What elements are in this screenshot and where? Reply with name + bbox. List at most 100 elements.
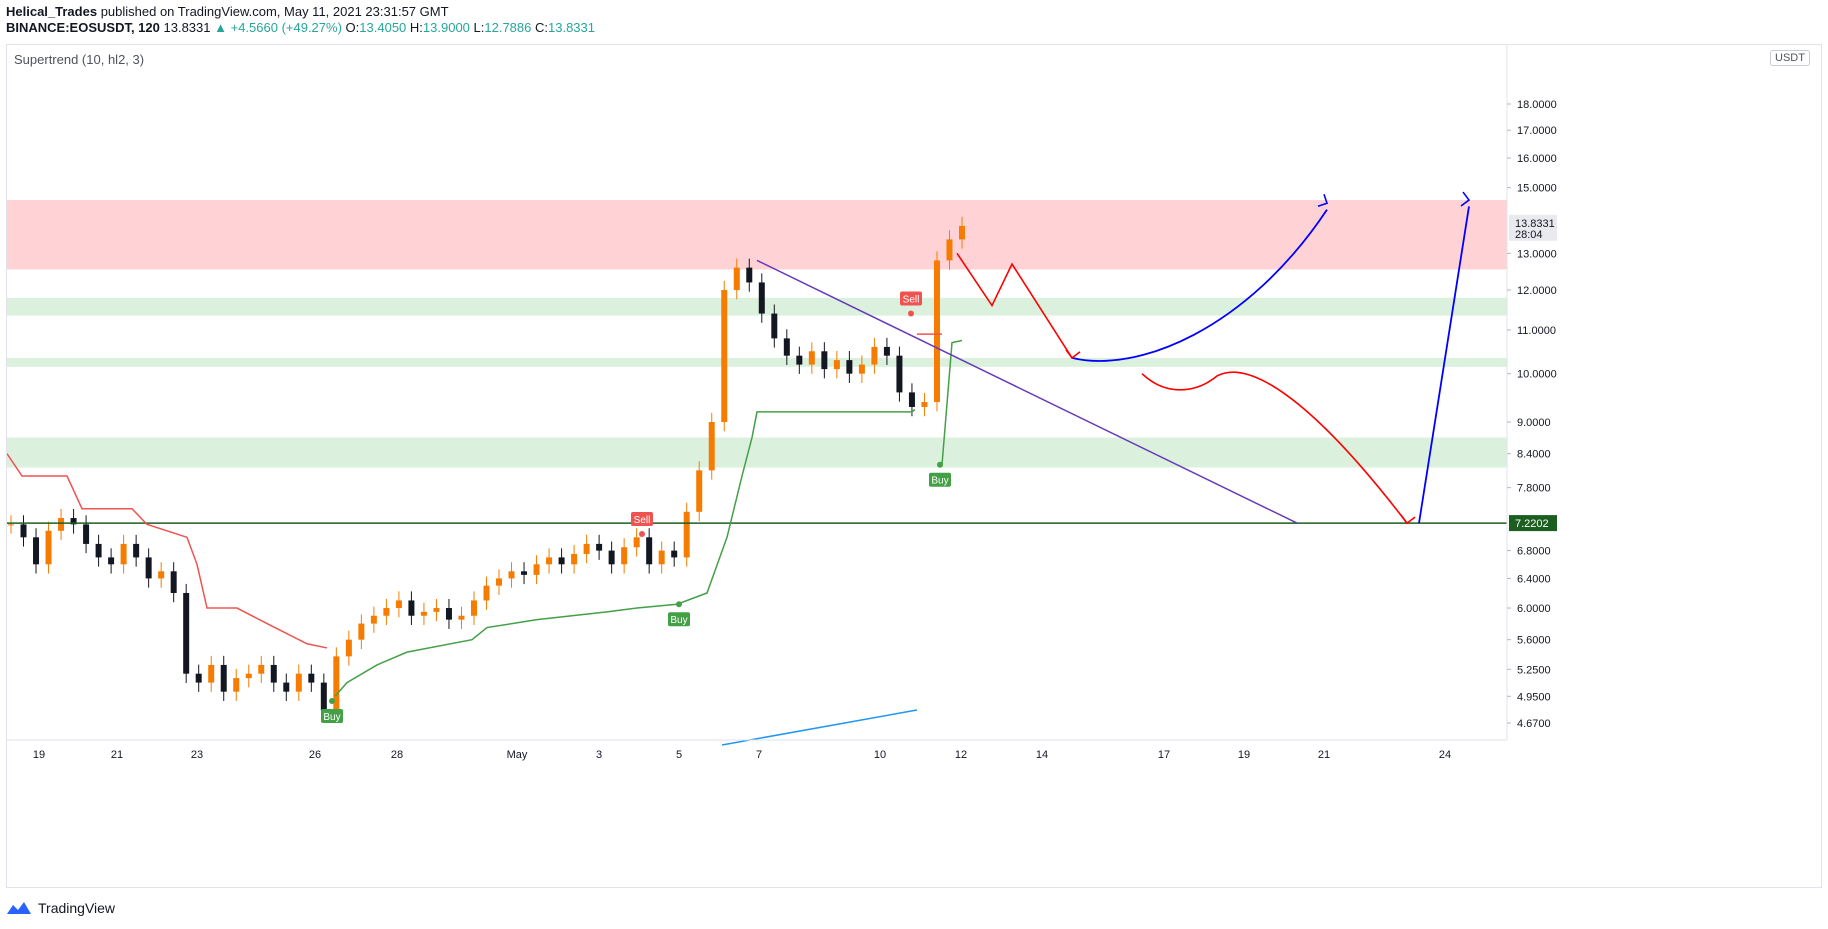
candle-body — [395, 600, 402, 609]
candle-body — [883, 346, 890, 356]
supertrend-up-line-2 — [941, 339, 963, 465]
high-value: 13.9000 — [422, 20, 470, 35]
last-price-tag-label: 13.8331 — [1515, 218, 1555, 230]
arrowhead-red-2 — [1400, 514, 1416, 525]
indicator-label[interactable]: Supertrend (10, hl2, 3) — [14, 52, 145, 67]
candle-body — [796, 355, 803, 365]
candle-body — [245, 673, 252, 679]
descending-trendline — [756, 259, 1298, 524]
candle-body — [308, 673, 315, 683]
candle-body — [145, 557, 152, 579]
y-tick-label: 18.0000 — [1517, 99, 1557, 111]
candle-body — [496, 578, 503, 586]
candle-body — [621, 547, 628, 565]
y-tick-label: 4.9500 — [1517, 691, 1551, 703]
x-tick-label: 7 — [756, 749, 762, 761]
candle-body — [433, 608, 440, 612]
y-tick-label: 15.0000 — [1517, 183, 1557, 195]
resistance-zone-0 — [7, 200, 1507, 270]
projection-red-path-2 — [1141, 371, 1408, 524]
projection-red-path-1 — [956, 252, 1073, 359]
candle-body — [746, 267, 753, 283]
low-value: 12.7886 — [484, 20, 532, 35]
signal-buy-label: Buy — [670, 615, 687, 626]
x-tick-label: 21 — [1318, 749, 1330, 761]
open-value: 13.4050 — [359, 20, 407, 35]
signal-sell-badge[interactable] — [631, 512, 653, 527]
candle-body — [733, 267, 740, 291]
candle-body — [833, 360, 840, 370]
y-tick-label: 4.6700 — [1517, 718, 1551, 730]
moving-average-line — [721, 709, 918, 746]
candle-body — [470, 600, 477, 616]
y-tick-label: 11.0000 — [1517, 325, 1556, 337]
candle-body — [233, 678, 240, 692]
candle-body — [708, 422, 715, 471]
y-tick-label: 10.0000 — [1517, 369, 1557, 381]
x-tick-label: 23 — [191, 749, 203, 761]
signal-sell-label: Sell — [903, 295, 920, 306]
signal-buy-badge[interactable] — [668, 612, 690, 627]
signal-buy-badge[interactable] — [929, 472, 951, 487]
y-tick-label: 6.4000 — [1517, 573, 1551, 585]
y-tick-label: 7.8000 — [1517, 483, 1551, 495]
open-label: O: — [345, 20, 360, 35]
candle-body — [821, 351, 828, 370]
candle-body — [758, 282, 765, 314]
candle-body — [633, 537, 640, 548]
y-tick-label: 6.8000 — [1517, 546, 1551, 558]
price-chart[interactable]: Sell Buy Sell Buy Buy 4.6700 4.9500 5.2500 5.600… — [7, 45, 1823, 889]
footer-brand-text: TradingView — [38, 900, 116, 916]
x-tick-label: 3 — [596, 749, 602, 761]
candle-body — [583, 543, 590, 554]
candle-body — [933, 260, 940, 403]
signal-dot — [676, 601, 682, 608]
candle-body — [320, 682, 327, 711]
candle-body — [771, 313, 778, 339]
candle-body — [596, 543, 603, 551]
candle-body — [258, 664, 265, 674]
x-tick-label: 10 — [874, 749, 886, 761]
footer-brand[interactable]: TradingView — [6, 900, 115, 916]
candle-body — [183, 592, 190, 674]
candle-body — [646, 537, 653, 565]
x-tick-label: 26 — [309, 749, 321, 761]
candle-body — [946, 239, 953, 261]
support-zone-1 — [7, 297, 1507, 316]
candle-body — [458, 615, 465, 620]
candle-body — [420, 611, 427, 616]
low-label: L: — [473, 20, 485, 35]
x-tick-label: 24 — [1439, 749, 1451, 761]
candle-body — [383, 608, 390, 616]
chart-area[interactable]: Sell Buy Sell Buy Buy 4.6700 4.9500 5.2500 5.600… — [6, 44, 1822, 888]
candle-body — [120, 543, 127, 565]
candle-body — [70, 518, 77, 525]
y-tick-label: 5.2500 — [1517, 664, 1551, 676]
y-tick-label: 5.6000 — [1517, 635, 1551, 647]
candle-body — [345, 639, 352, 657]
candle-body — [33, 537, 40, 565]
support-zone-3 — [7, 437, 1507, 468]
y-tick-label: 6.0000 — [1517, 603, 1551, 615]
candle-body — [521, 571, 528, 575]
x-tick-label: 17 — [1158, 749, 1170, 761]
candle-body — [158, 571, 165, 579]
candle-body — [858, 364, 865, 374]
candle-body — [170, 571, 177, 593]
high-label: H: — [409, 20, 423, 35]
x-tick-label: 14 — [1036, 749, 1048, 761]
countdown-label: 28:04 — [1515, 229, 1543, 241]
candle-body — [83, 524, 90, 544]
supertrend-up-line — [334, 408, 916, 697]
signal-buy-badge[interactable] — [321, 708, 343, 723]
candle-body — [445, 608, 452, 620]
signal-sell-badge[interactable] — [900, 291, 922, 306]
unit-label[interactable]: USDT — [1770, 50, 1810, 66]
x-tick-label: 12 — [955, 749, 967, 761]
candle-body — [908, 392, 915, 407]
candle-body — [896, 355, 903, 393]
candle-body — [608, 550, 615, 565]
candle-body — [696, 470, 703, 512]
supertrend-down-line — [7, 453, 328, 649]
author-name[interactable]: Helical_Trades — [6, 4, 98, 19]
